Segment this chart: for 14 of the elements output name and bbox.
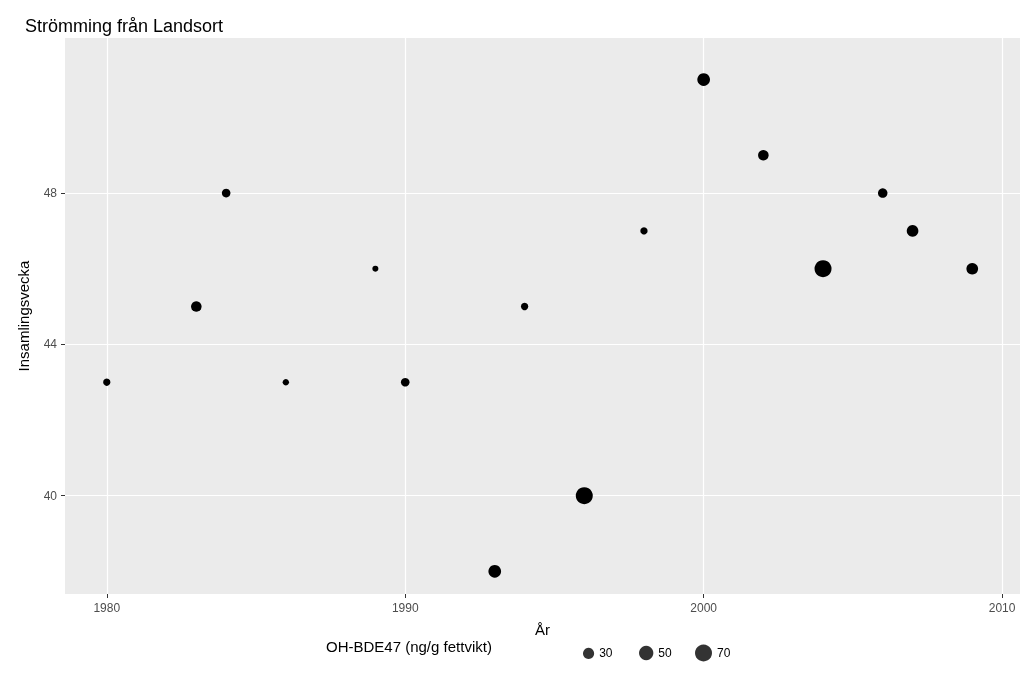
x-tick-label: 2010 — [988, 601, 1016, 615]
x-axis-title: År — [535, 621, 550, 638]
legend-title: OH-BDE47 (ng/g fettvikt) — [326, 638, 492, 655]
y-tick-label: 40 — [43, 488, 58, 503]
x-tick-label: 1980 — [93, 601, 121, 615]
y-axis-title: Insamlingsvecka — [15, 259, 32, 372]
legend-label: 70 — [717, 646, 731, 660]
y-tick-label: 48 — [43, 186, 58, 201]
legend-label: 30 — [599, 646, 613, 661]
chart-title: Strömming från Landsort — [25, 16, 224, 36]
x-tick-label: 1990 — [391, 601, 419, 615]
y-tick-label: 44 — [43, 337, 58, 352]
x-tick-label: 2000 — [690, 601, 718, 615]
legend-label: 50 — [658, 646, 673, 660]
